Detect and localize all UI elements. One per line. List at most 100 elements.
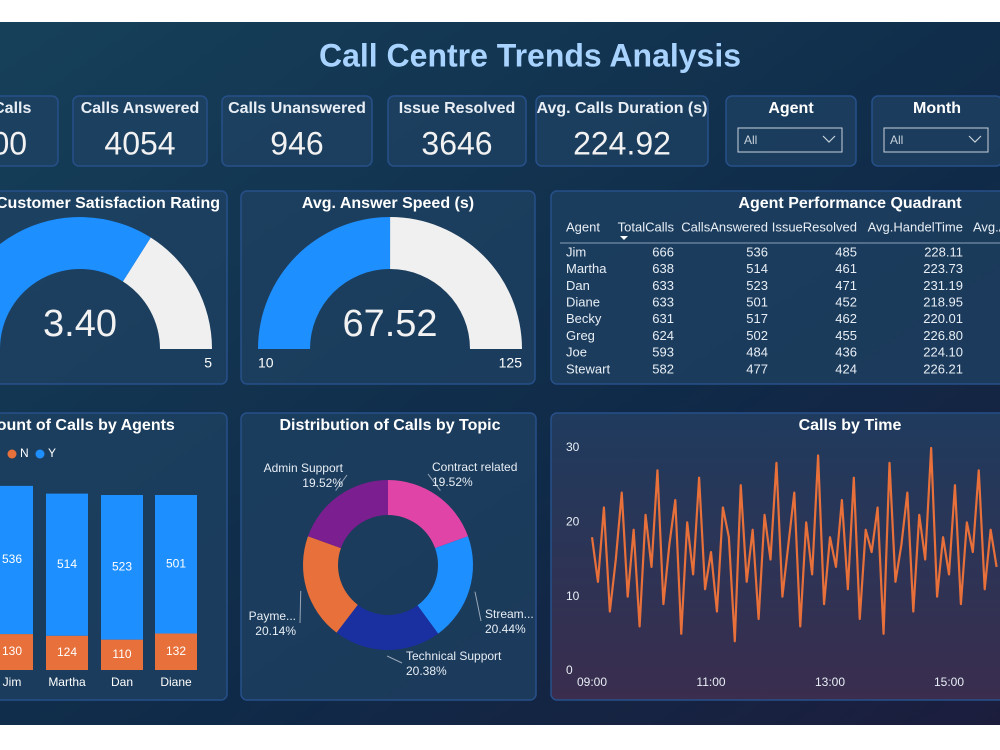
table-cell: 224.10 <box>923 345 963 360</box>
top-margin <box>0 0 1000 22</box>
y-tick-label: 0 <box>566 663 573 677</box>
panel <box>240 412 537 701</box>
donut-slice <box>336 604 439 650</box>
table-cell: 218.95 <box>923 295 963 310</box>
table-cell: 517 <box>746 311 768 326</box>
bar-value-label: 536 <box>2 552 22 566</box>
table-cell: Diane <box>566 295 600 310</box>
table-cell: 624 <box>652 328 674 343</box>
table-header: CallsAnswered <box>681 219 768 234</box>
table-cell: 582 <box>652 361 674 376</box>
gauge-title: Customer Satisfaction Rating <box>0 195 220 212</box>
bar-value-label: 514 <box>57 557 77 571</box>
kpi-value: 3646 <box>421 125 492 161</box>
table-cell: 228.11 <box>924 244 963 259</box>
table-cell: Jim <box>566 244 586 259</box>
slice-value-label: 19.52% <box>432 475 473 489</box>
dropdown-arrow[interactable] <box>968 135 982 143</box>
kpi-label: Total Calls <box>0 100 31 117</box>
panel <box>871 95 1000 167</box>
gauge-track <box>122 237 212 349</box>
table-cell: 638 <box>652 261 674 276</box>
slice-value-label: 19.52% <box>302 476 343 490</box>
table-cell: 452 <box>835 295 857 310</box>
bar-segment <box>0 485 33 635</box>
slice-label: Admin Support <box>264 461 344 475</box>
gauge-fill <box>0 217 151 349</box>
table-cell: 424 <box>835 361 857 376</box>
gauge-max: 125 <box>499 355 523 371</box>
dropdown[interactable]: All <box>883 127 989 153</box>
kpi-label: Avg. Calls Duration (s) <box>537 100 708 117</box>
bar-value-label: 523 <box>112 559 132 573</box>
table-cell: 220.01 <box>923 311 963 326</box>
bar-value-label: 130 <box>2 644 22 658</box>
table-cell: 223.73 <box>923 261 963 276</box>
x-tick-label: 11:00 <box>696 675 725 689</box>
gauge-title: Avg. Answer Speed (s) <box>302 195 474 212</box>
donut-slice <box>303 536 358 633</box>
table-header: IssueResolved <box>772 219 857 234</box>
legend-label: Y <box>48 446 56 460</box>
filter-label: Agent <box>768 100 814 117</box>
table-cell: 462 <box>835 311 857 326</box>
table-cell: 226.80 <box>923 328 963 343</box>
y-tick-label: 30 <box>566 440 580 454</box>
dropdown-value[interactable]: All <box>890 133 903 147</box>
dropdown-arrow[interactable] <box>822 135 836 143</box>
table-cell: 484 <box>746 345 768 360</box>
panel <box>221 95 373 167</box>
donut-slice <box>307 480 388 549</box>
kpi-value: 5000 <box>0 125 27 161</box>
dropdown-value[interactable]: All <box>744 133 757 147</box>
gauge-fill <box>258 217 391 349</box>
table-cell: 477 <box>746 361 768 376</box>
gauge-value: 3.40 <box>43 303 117 345</box>
bottom-margin <box>0 725 1000 750</box>
x-tick-label: 09:00 <box>577 675 607 689</box>
bar-segment <box>155 494 197 634</box>
gauge-track <box>390 217 522 349</box>
x-tick-label: Diane <box>160 675 192 689</box>
dropdown-box[interactable] <box>737 127 843 153</box>
slice-label: Stream... <box>485 607 534 621</box>
bar-segment <box>46 635 88 670</box>
table-cell: 226.21 <box>923 361 963 376</box>
gauge-min: 10 <box>258 355 274 371</box>
panel <box>72 95 208 167</box>
table-cell: 471 <box>835 278 857 293</box>
legend-swatch <box>35 449 45 459</box>
page-title: Call Centre Trends Analysis <box>319 37 741 73</box>
dropdown-box[interactable] <box>883 127 989 153</box>
line-series <box>590 446 998 643</box>
slice-value-label: 20.14% <box>255 624 296 638</box>
table-cell: Joe <box>566 345 587 360</box>
table-cell: Becky <box>566 311 602 326</box>
slice-label: Technical Support <box>406 649 502 663</box>
table-cell: 536 <box>746 244 768 259</box>
panel <box>0 95 59 167</box>
slice-label: Payme... <box>249 609 296 623</box>
slice-value-label: 20.38% <box>406 664 447 678</box>
y-tick-label: 10 <box>566 589 580 603</box>
table-cell: 501 <box>746 295 768 310</box>
chart-title: Count of Calls by Agents <box>0 417 175 434</box>
panel <box>535 95 709 167</box>
kpi-label: Issue Resolved <box>399 100 516 117</box>
bar-segment <box>101 639 143 670</box>
table-cell: 631 <box>652 311 674 326</box>
bar-segment <box>46 493 88 636</box>
filter-label: Month <box>913 100 961 117</box>
legend-swatch <box>7 449 17 459</box>
panel <box>550 412 1000 701</box>
x-tick-label: Jim <box>3 675 22 689</box>
table-cell: 461 <box>835 261 857 276</box>
bar-value-label: 110 <box>112 647 131 661</box>
dropdown[interactable]: All <box>737 127 843 153</box>
donut-slice <box>417 536 474 634</box>
gauge-value: 67.52 <box>342 303 437 345</box>
kpi-value: 224.92 <box>573 125 671 161</box>
table-cell: Dan <box>566 278 590 293</box>
table-cell: 455 <box>835 328 857 343</box>
